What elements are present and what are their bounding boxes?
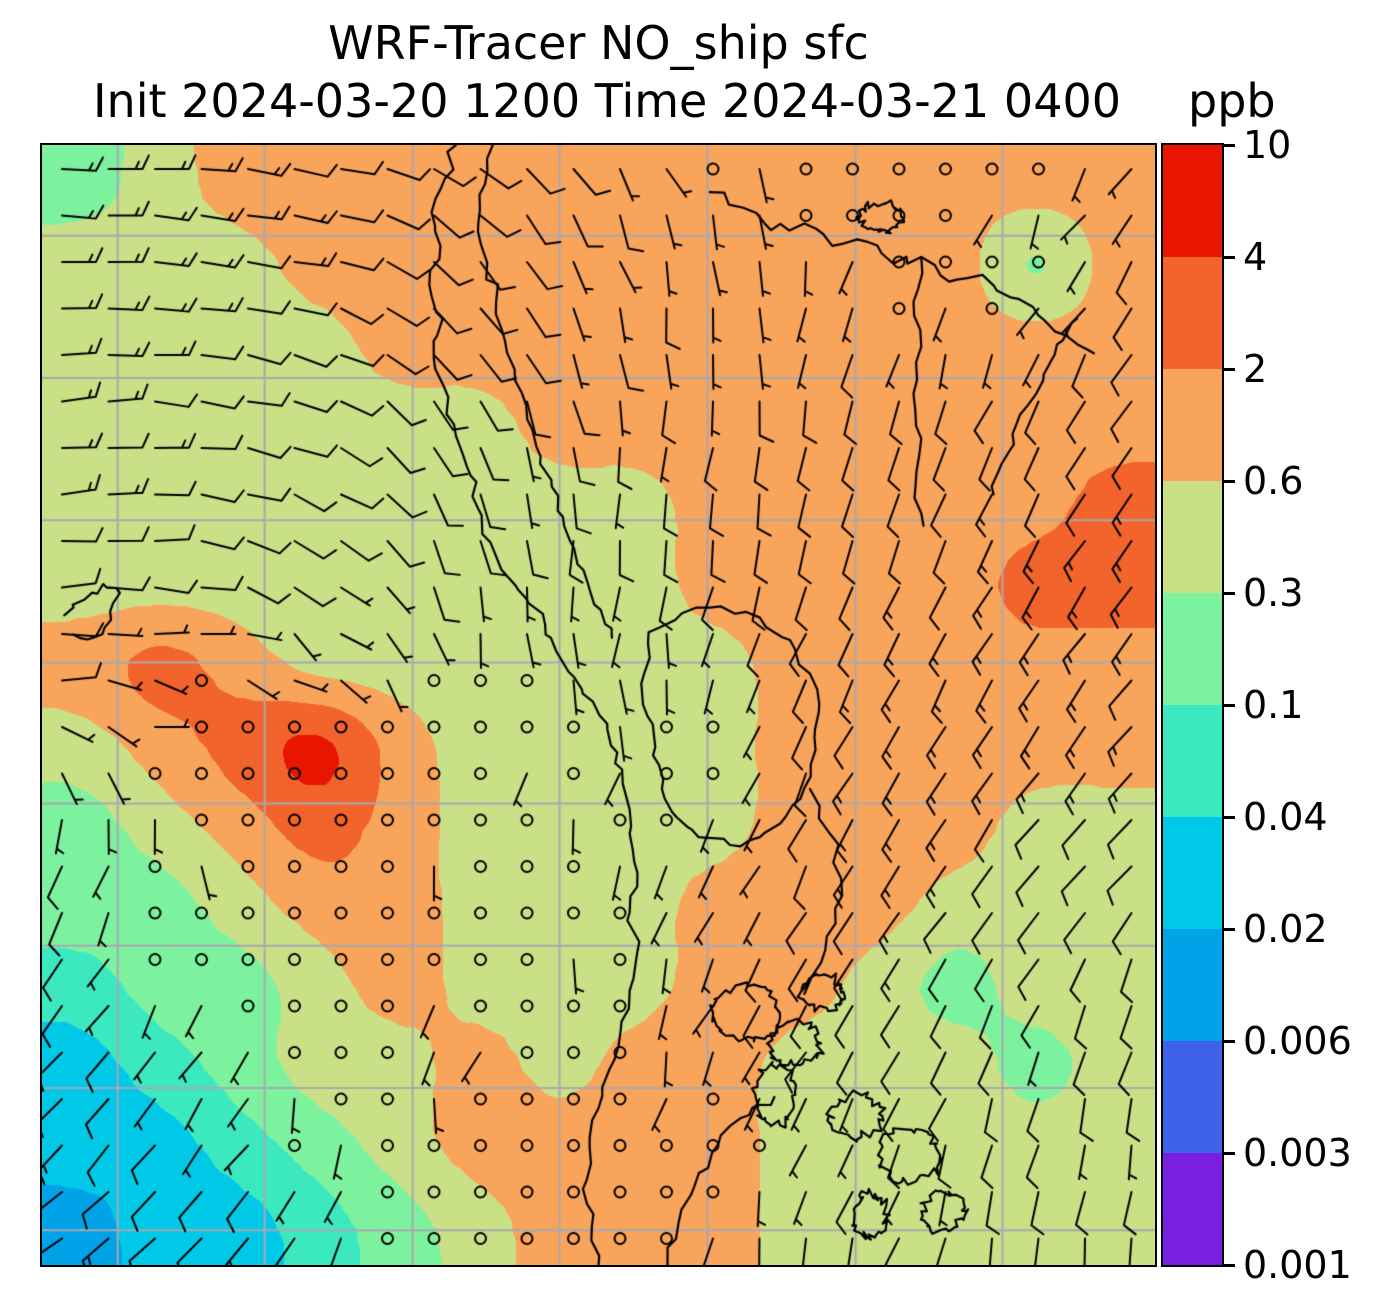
- colorbar-segment: [1163, 817, 1222, 929]
- colorbar-tick-label: 2: [1243, 347, 1268, 391]
- colorbar-segment: [1163, 369, 1222, 481]
- colorbar-tick-label: 0.02: [1243, 907, 1328, 951]
- colorbar-segment: [1163, 145, 1222, 257]
- colorbar-segment: [1163, 593, 1222, 705]
- colorbar-tick-label: 0.001: [1243, 1243, 1352, 1287]
- colorbar-tick-label: 0.3: [1243, 571, 1304, 615]
- colorbar-tick-label: 0.6: [1243, 459, 1304, 503]
- colorbar-segment: [1163, 1041, 1222, 1153]
- colorbar-tick-label: 0.003: [1243, 1131, 1352, 1175]
- colorbar-segment: [1163, 929, 1222, 1041]
- colorbar-segment: [1163, 705, 1222, 817]
- colorbar-tick-label: 0.1: [1243, 683, 1304, 727]
- colorbar-segment: [1163, 257, 1222, 369]
- colorbar-segment: [1163, 481, 1222, 593]
- colorbar-unit-label: ppb: [1188, 74, 1276, 128]
- map-canvas: [40, 143, 1157, 1267]
- colorbar-tick-label: 4: [1243, 235, 1268, 279]
- colorbar-tick-label: 10: [1243, 123, 1292, 167]
- colorbar-segment: [1163, 1153, 1222, 1265]
- figure-subtitle: Init 2024-03-20 1200 Time 2024-03-21 040…: [92, 74, 1121, 128]
- colorbar-tick-label: 0.006: [1243, 1019, 1352, 1063]
- figure-title: WRF-Tracer NO_ship sfc: [328, 16, 869, 70]
- colorbar: [1161, 143, 1224, 1267]
- colorbar-tick-label: 0.04: [1243, 795, 1328, 839]
